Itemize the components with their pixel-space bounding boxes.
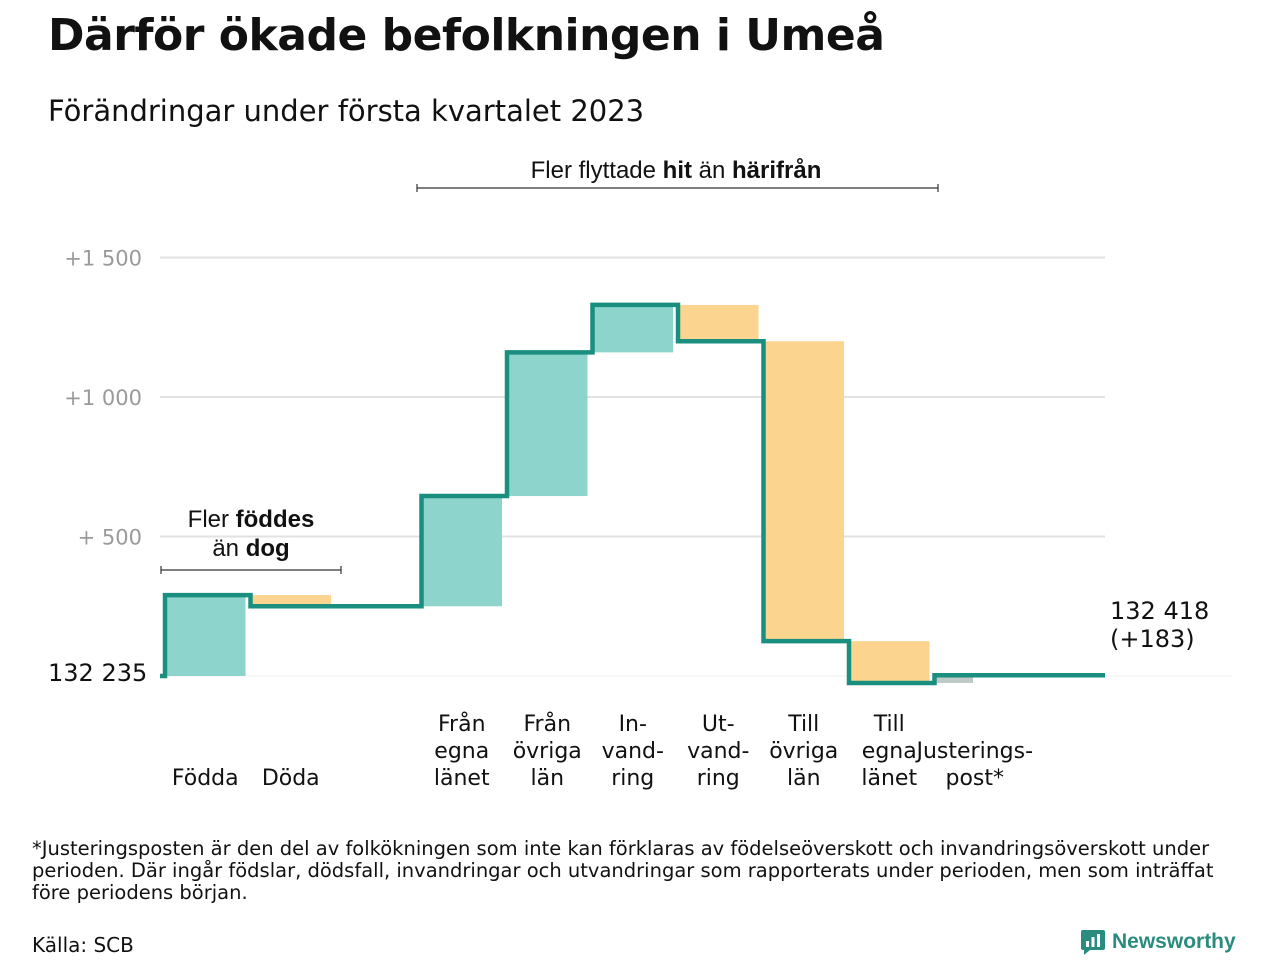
migration-in-highlight: hit — [663, 157, 692, 184]
category-label: egna — [862, 739, 917, 764]
y-tick-label: + 500 — [78, 526, 142, 550]
migration-out-highlight: härifrån — [732, 157, 821, 184]
category-label: Från — [523, 711, 571, 737]
chart-subtitle: Förändringar under första kvartalet 2023 — [48, 94, 645, 128]
births-highlight: föddes — [236, 506, 315, 533]
births-annotation-line1: Fler föddes — [188, 506, 315, 533]
waterfall-chart: + 500+1 000+1 500 Födda DödaFrånegnalänet… — [48, 157, 1232, 791]
category-label: Ut- — [702, 712, 735, 737]
category-label: post* — [945, 766, 1004, 791]
category-label: In- — [619, 712, 647, 737]
category-label: ring — [611, 766, 654, 791]
category-label: länet — [861, 766, 917, 791]
category-label: Födda — [172, 766, 239, 791]
source-label: Källa: SCB — [32, 933, 134, 957]
bar-9 — [934, 675, 973, 683]
y-axis-ticks: + 500 +1 000 +1 500 — [64, 247, 142, 550]
category-label: Till — [873, 712, 905, 737]
category-label: övriga — [513, 739, 582, 764]
category-label: ring — [697, 766, 740, 791]
category-label: Till — [787, 712, 819, 737]
y-tick-label: +1 500 — [64, 247, 142, 271]
category-label: länet — [434, 766, 490, 791]
bars — [165, 304, 973, 683]
end-value-label: 132 418 — [1110, 597, 1209, 625]
births-annotation-line2: än dog — [212, 535, 289, 562]
category-labels: Födda DödaFrånegnalänetFrånövrigalänIn-va… — [172, 711, 1033, 791]
bar-0 — [165, 595, 246, 676]
category-label: vand- — [602, 739, 664, 764]
brand-name: Newsworthy — [1112, 930, 1236, 953]
bar-6 — [678, 304, 759, 342]
chart-title: Därför ökade befolkningen i Umeå — [48, 10, 885, 61]
y-tick-label: +1 000 — [64, 386, 142, 410]
bar-8 — [849, 641, 930, 683]
start-value-label: 132 235 — [48, 659, 147, 687]
bar-5 — [592, 304, 673, 353]
category-label: Från — [438, 711, 486, 737]
category-label: Justerings- — [914, 739, 1033, 764]
category-label: Döda — [262, 766, 320, 791]
births-bracket — [160, 566, 342, 574]
deaths-highlight: dog — [246, 535, 290, 562]
bar-1 — [250, 595, 331, 607]
step-line — [160, 302, 1105, 686]
category-label: vand- — [687, 739, 749, 764]
bar-3 — [421, 496, 502, 607]
migration-annotation: Fler flyttade hit än härifrån — [531, 157, 822, 184]
bar-7 — [763, 341, 844, 642]
category-label: län — [787, 766, 821, 791]
brand-logo: Newsworthy — [1080, 928, 1236, 956]
gridlines — [160, 256, 1232, 677]
cumulative-step-line — [160, 302, 1105, 686]
category-label: övriga — [769, 739, 838, 764]
category-label: län — [530, 766, 564, 791]
migration-bracket — [416, 184, 939, 192]
bar-4 — [507, 352, 588, 497]
end-change-label: (+183) — [1110, 625, 1195, 653]
newsworthy-logo-icon — [1081, 930, 1105, 955]
footnote: *Justeringsposten är den del av folkökni… — [32, 837, 1214, 904]
category-label: egna — [434, 739, 489, 764]
